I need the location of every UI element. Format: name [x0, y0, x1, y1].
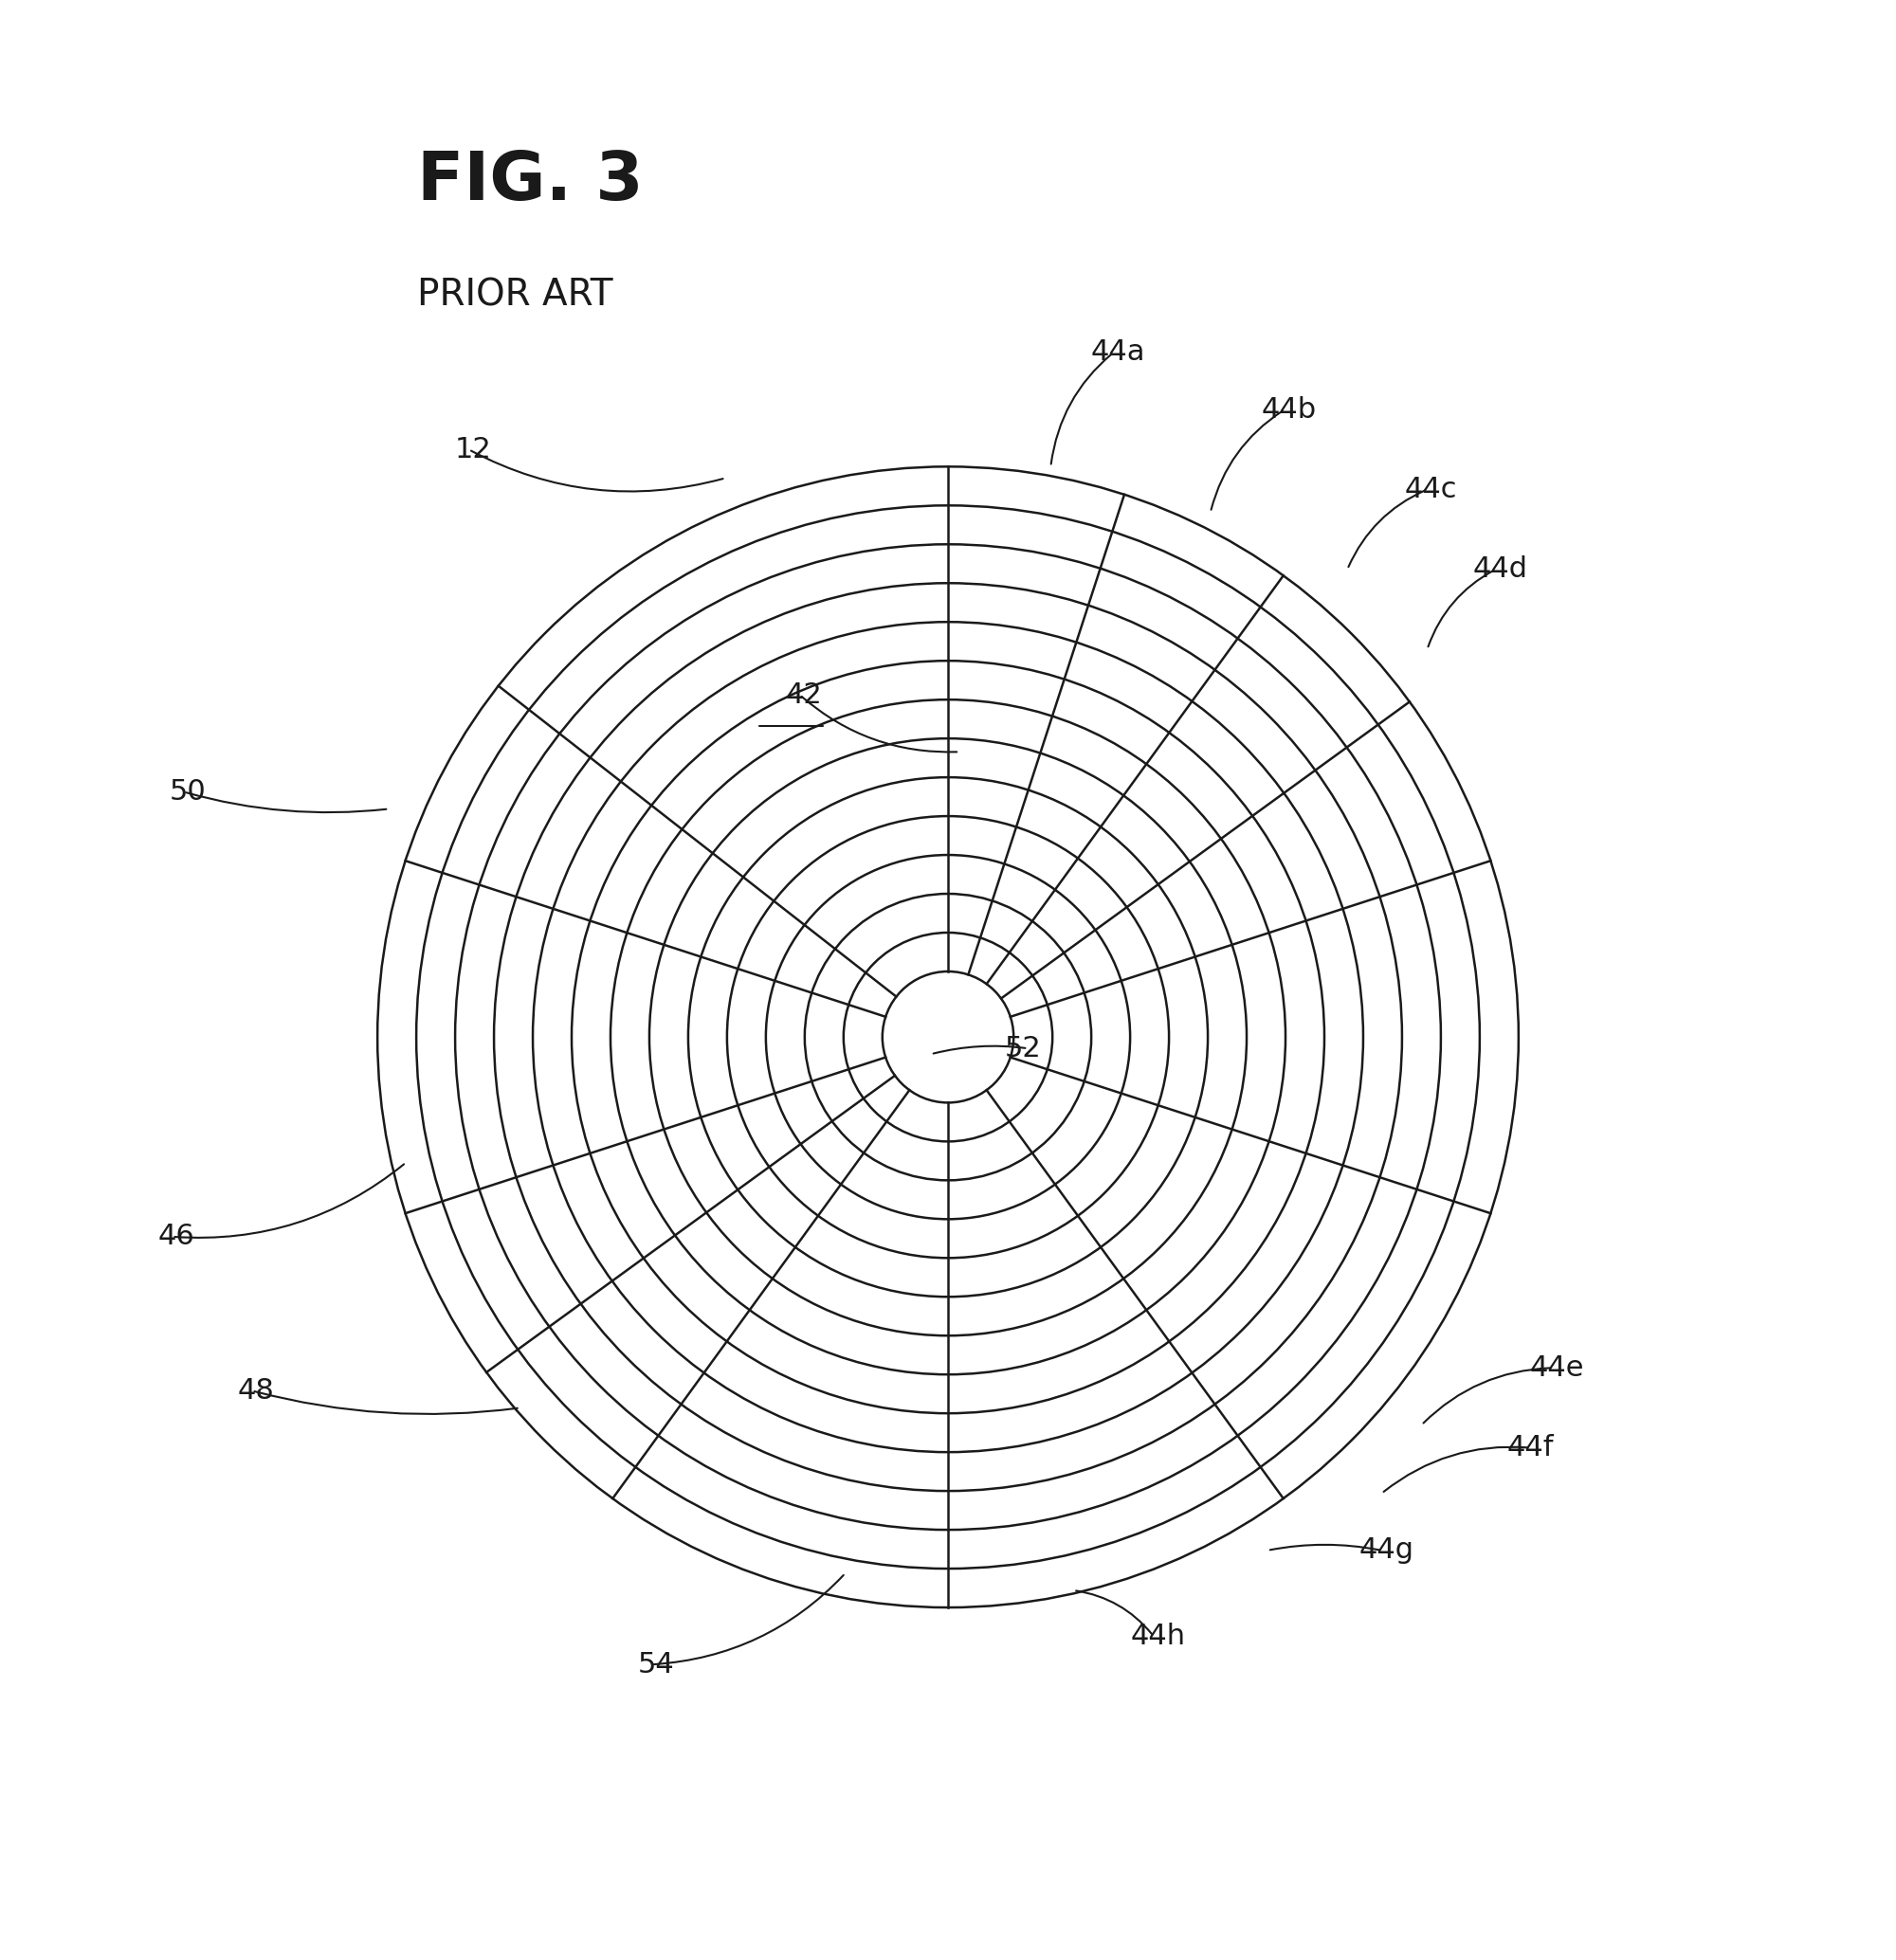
Text: 54: 54	[637, 1650, 675, 1678]
Text: 48: 48	[237, 1378, 275, 1405]
Text: 12: 12	[455, 435, 491, 463]
Text: 52: 52	[1005, 1035, 1041, 1062]
Text: 44f: 44f	[1507, 1435, 1555, 1462]
Text: 42: 42	[785, 680, 823, 708]
Text: PRIOR ART: PRIOR ART	[417, 278, 612, 314]
Text: 44h: 44h	[1130, 1623, 1185, 1650]
Text: FIG. 3: FIG. 3	[417, 149, 643, 214]
Text: 44a: 44a	[1090, 339, 1145, 367]
Text: 44e: 44e	[1530, 1354, 1585, 1382]
Text: 46: 46	[157, 1223, 195, 1250]
Text: 50: 50	[169, 778, 207, 806]
Text: 44b: 44b	[1263, 396, 1318, 423]
Text: 44g: 44g	[1359, 1537, 1414, 1564]
Text: 44c: 44c	[1405, 476, 1456, 504]
Text: 44d: 44d	[1473, 555, 1528, 582]
